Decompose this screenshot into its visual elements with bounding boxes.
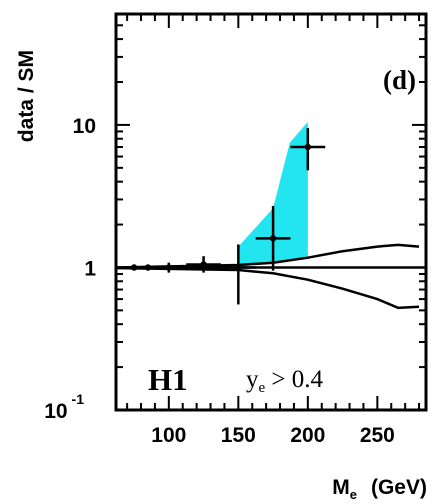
cut-label: ye > 0.4 [246, 366, 324, 396]
marker [200, 261, 206, 267]
cut-rest: > 0.4 [265, 366, 323, 393]
y-tick-base: 10 [73, 115, 96, 138]
y-tick-label: 1 [84, 257, 96, 280]
xlabel: Me (GeV) [332, 476, 427, 502]
marker [270, 235, 276, 241]
x-tick-label: 250 [360, 424, 395, 447]
data-point [155, 263, 183, 273]
y-tick-label: 10 [73, 115, 96, 138]
experiment-label: H1 [148, 362, 188, 397]
uncertainty-lower-curve [116, 268, 419, 308]
xlabel-sub: e [350, 487, 357, 502]
xlabel-var: M [332, 476, 350, 499]
x-tick-label: 100 [151, 424, 186, 447]
xlabel-unit: (GeV) [371, 476, 427, 499]
marker [145, 264, 151, 270]
marker [131, 264, 137, 270]
marker [166, 264, 172, 270]
y-tick-exponent: -1 [72, 391, 85, 407]
ylabel: data / SM [15, 50, 38, 142]
x-tick-label: 150 [221, 424, 256, 447]
cut-var: y [246, 366, 259, 393]
marker [235, 264, 241, 270]
y-tick-base: 10 [44, 400, 67, 423]
marker [305, 144, 311, 150]
y-tick-label: 10 -1 [44, 391, 84, 423]
x-tick-label: 200 [290, 424, 325, 447]
y-tick-base: 1 [84, 257, 96, 280]
panel-label: (d) [383, 65, 416, 95]
ticks-layer: 100 150 200 250 10 1 10 -1 [44, 14, 426, 447]
